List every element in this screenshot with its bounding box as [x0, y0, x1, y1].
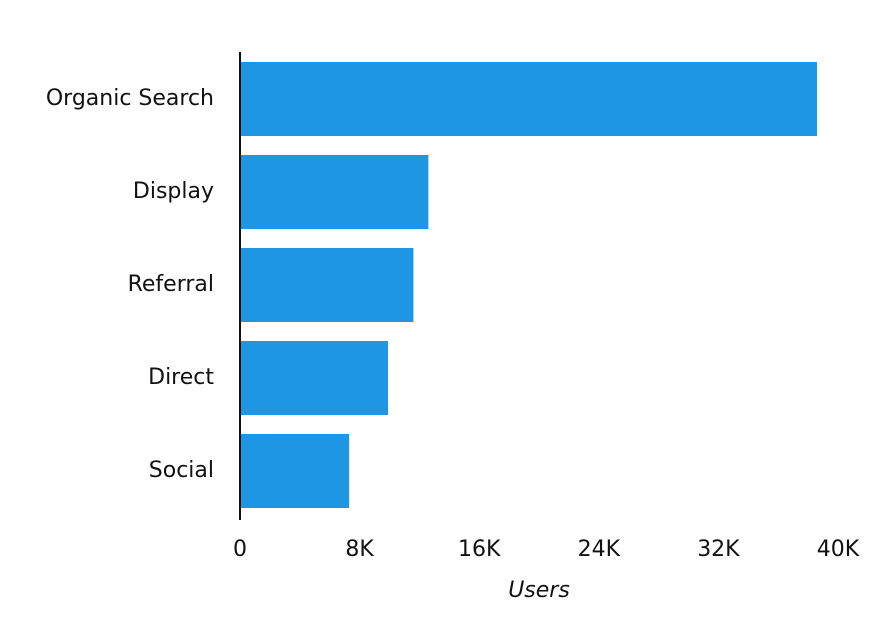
bar-social — [240, 434, 350, 508]
bar-direct — [240, 341, 389, 415]
x-axis-title: Users — [508, 578, 570, 603]
category-label: Social — [149, 458, 214, 483]
category-label: Organic Search — [46, 86, 214, 111]
bar-referral — [240, 248, 414, 322]
x-tick-label: 32K — [697, 537, 740, 562]
category-label: Direct — [148, 365, 214, 390]
category-label: Display — [133, 179, 214, 204]
bar-organic-search — [240, 62, 818, 136]
x-tick-label: 24K — [578, 537, 621, 562]
x-tick-labels: 0 8K 16K 24K 32K 40K — [233, 537, 860, 562]
category-label: Referral — [128, 272, 214, 297]
bar-display — [240, 155, 429, 229]
x-tick-label: 16K — [458, 537, 501, 562]
category-labels: Organic Search Display Referral Direct Socia… — [46, 86, 215, 483]
x-tick-label: 0 — [233, 537, 247, 562]
x-tick-label: 8K — [345, 537, 374, 562]
bars-layer — [240, 62, 818, 508]
x-tick-label: 40K — [817, 537, 860, 562]
